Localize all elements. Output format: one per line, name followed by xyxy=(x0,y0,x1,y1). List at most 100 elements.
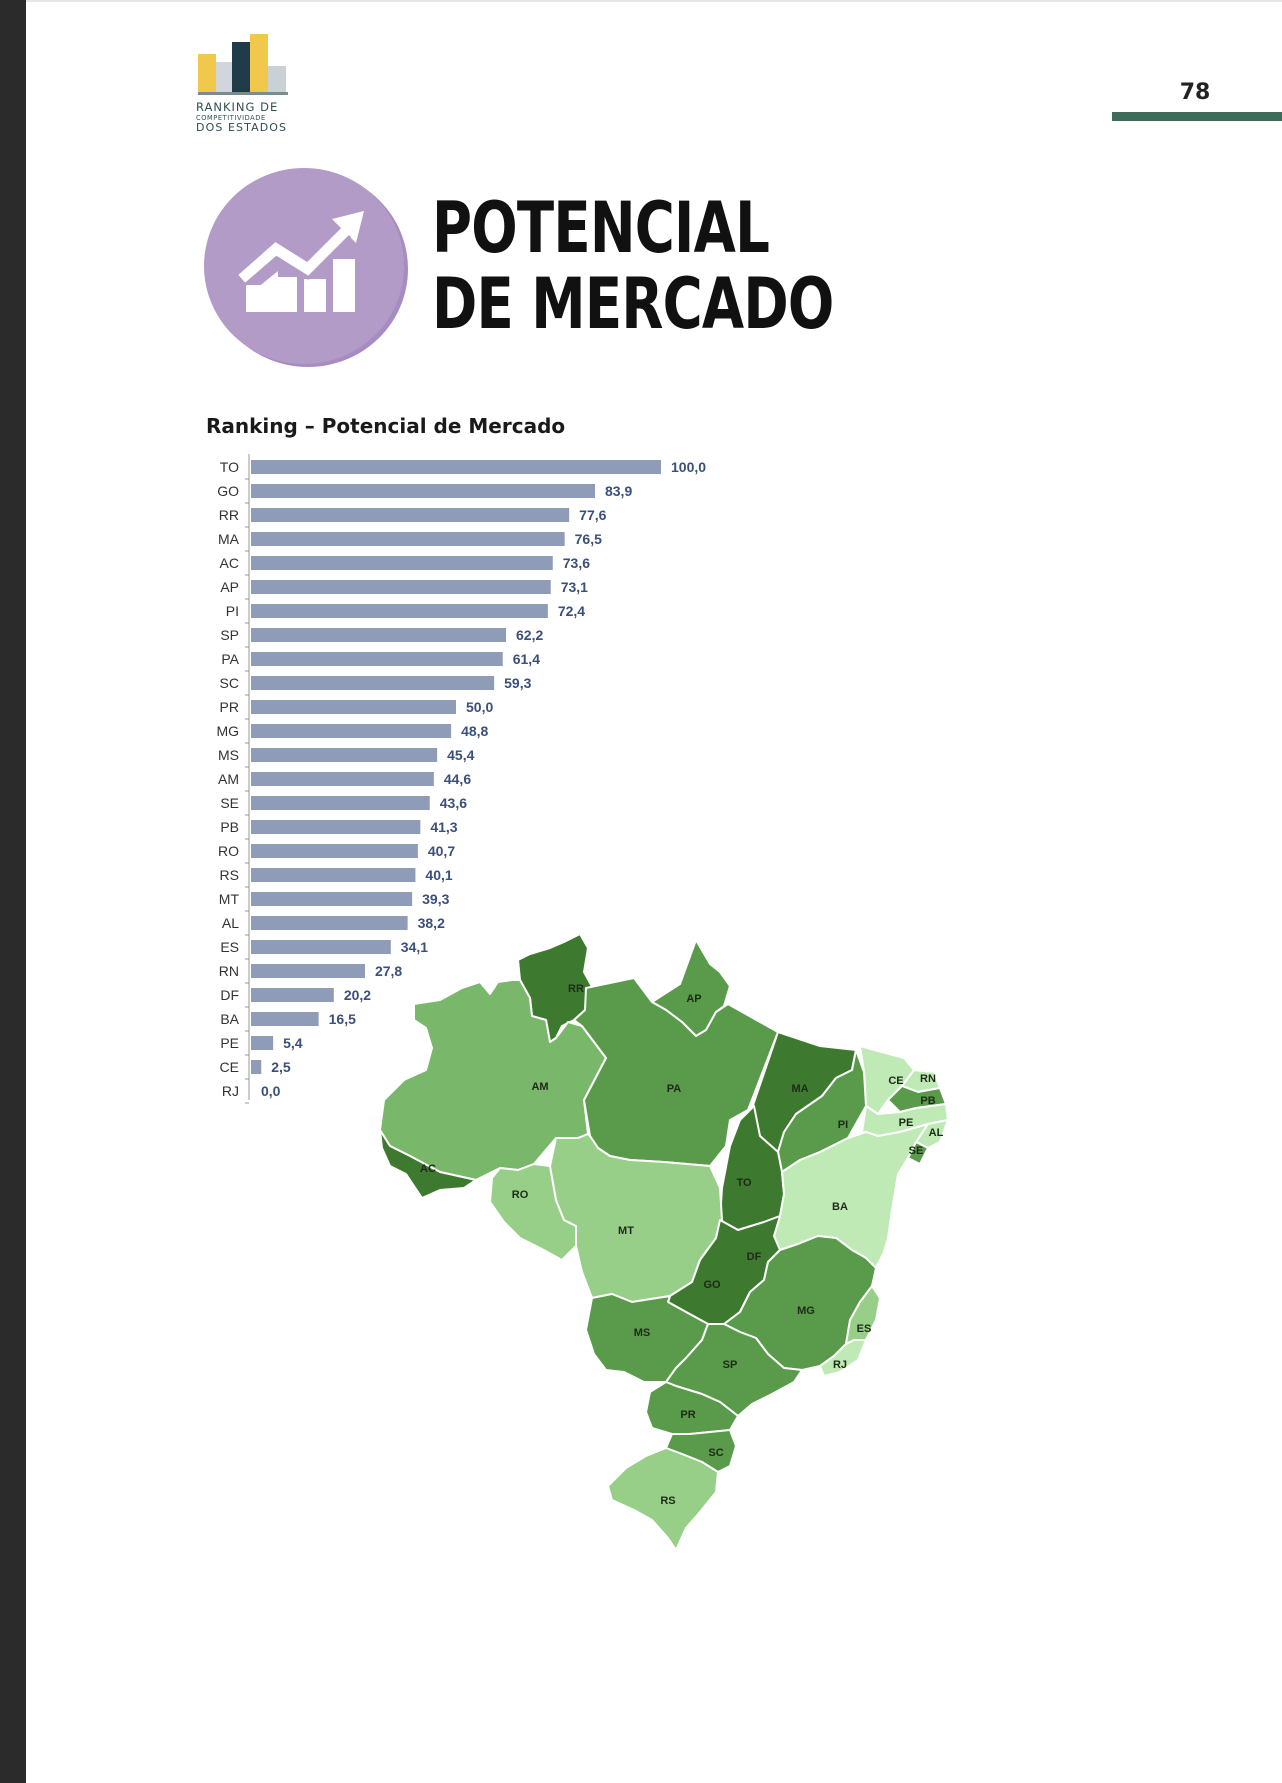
logo-text-line1: RANKING DE xyxy=(196,100,279,114)
data-label-RJ: 0,0 xyxy=(261,1083,281,1099)
bar-AL xyxy=(251,916,408,930)
data-label-DF: 20,2 xyxy=(344,987,371,1003)
map-state-ac xyxy=(380,1129,477,1199)
bar-MT xyxy=(251,892,413,906)
y-tick-label: PE xyxy=(220,1035,239,1051)
data-label-SC: 59,3 xyxy=(504,675,531,691)
data-label-AL: 38,2 xyxy=(418,915,445,931)
map-label-es: ES xyxy=(857,1323,872,1335)
map-state-rj xyxy=(819,1339,867,1377)
bar-CE xyxy=(251,1060,262,1074)
bar-MS xyxy=(251,748,438,762)
y-tick-label: SC xyxy=(220,675,239,691)
map-label-sp: SP xyxy=(723,1359,738,1371)
y-tick-label: MG xyxy=(216,723,239,739)
y-tick-label: PB xyxy=(220,819,239,835)
data-label-ES: 34,1 xyxy=(401,939,428,955)
data-label-MT: 39,3 xyxy=(422,891,449,907)
y-tick-label: RS xyxy=(220,867,239,883)
data-label-MA: 76,5 xyxy=(575,531,602,547)
map-label-am: AM xyxy=(531,1081,548,1093)
y-tick-label: MS xyxy=(218,747,239,763)
ranking-bar-chart: TO 100,0 GO 83,9 RR 77,6 MA 76,5 AC 73,6 AP 73,1 PI 7… xyxy=(216,454,706,1104)
bar-MA xyxy=(251,532,565,546)
trend-chart-icon xyxy=(204,168,408,367)
data-label-PA: 61,4 xyxy=(513,651,540,667)
map-label-to: TO xyxy=(736,1177,752,1189)
y-tick-label: AL xyxy=(222,915,239,931)
y-tick-label: RR xyxy=(219,507,239,523)
map-label-ms: MS xyxy=(634,1327,651,1339)
data-label-RO: 40,7 xyxy=(428,843,455,859)
y-tick-label: DF xyxy=(220,987,239,1003)
brazil-map: RR AP AM PA MA CE RN PB PE AL SE PI AC RO TO BA MT DF GO MG… xyxy=(380,933,949,1551)
logo-text-line3: DOS ESTADOS xyxy=(196,121,288,135)
y-tick-label: RN xyxy=(219,963,239,979)
bar-AC xyxy=(251,556,553,570)
y-tick-label: MA xyxy=(218,531,240,547)
map-label-ba: BA xyxy=(832,1201,848,1213)
map-label-df: DF xyxy=(747,1251,762,1263)
map-label-pa: PA xyxy=(667,1083,682,1095)
map-label-ro: RO xyxy=(512,1189,529,1201)
bar-MG xyxy=(251,724,452,738)
data-label-RS: 40,1 xyxy=(425,867,452,883)
data-label-TO: 100,0 xyxy=(671,459,706,475)
map-label-rs: RS xyxy=(660,1495,675,1507)
map-label-rj: RJ xyxy=(833,1359,847,1371)
map-label-al: AL xyxy=(929,1127,944,1139)
bar-RS xyxy=(251,868,416,882)
y-tick-label: ES xyxy=(220,939,239,955)
y-tick-label: RO xyxy=(218,843,239,859)
map-label-go: GO xyxy=(703,1279,721,1291)
map-label-pi: PI xyxy=(838,1119,848,1131)
bar-DF xyxy=(251,988,334,1002)
top-border xyxy=(26,0,1282,2)
data-label-AP: 73,1 xyxy=(561,579,588,595)
map-label-se: SE xyxy=(909,1145,924,1157)
map-label-ma: MA xyxy=(791,1083,808,1095)
page-number: 78 xyxy=(1179,80,1211,105)
map-label-mg: MG xyxy=(797,1305,815,1317)
bar-RR xyxy=(251,508,570,522)
y-tick-label: AP xyxy=(220,579,239,595)
y-tick-label: BA xyxy=(220,1011,239,1027)
y-tick-label: SP xyxy=(220,627,239,643)
section-title-line1: POTENCIAL xyxy=(432,187,770,269)
bar-PA xyxy=(251,652,503,666)
map-label-ce: CE xyxy=(888,1075,903,1087)
map-label-rr: RR xyxy=(568,983,584,995)
bar-PI xyxy=(251,604,548,618)
data-label-AM: 44,6 xyxy=(444,771,471,787)
data-label-AC: 73,6 xyxy=(563,555,590,571)
y-tick-label: MT xyxy=(219,891,240,907)
map-state-pa xyxy=(573,977,779,1167)
data-label-PE: 5,4 xyxy=(283,1035,303,1051)
bar-RN xyxy=(251,964,365,978)
data-label-PI: 72,4 xyxy=(558,603,585,619)
data-label-SP: 62,2 xyxy=(516,627,543,643)
bar-PR xyxy=(251,700,456,714)
map-label-ac: AC xyxy=(420,1163,436,1175)
y-tick-label: RJ xyxy=(222,1083,239,1099)
window-edge xyxy=(0,0,26,1783)
map-label-pr: PR xyxy=(680,1409,695,1421)
section-title-line2: DE MERCADO xyxy=(432,263,834,345)
data-label-MG: 48,8 xyxy=(461,723,488,739)
bar-SP xyxy=(251,628,507,642)
section-badge xyxy=(204,167,414,367)
y-tick-label: AC xyxy=(220,555,239,571)
y-tick-label: GO xyxy=(217,483,239,499)
data-label-GO: 83,9 xyxy=(605,483,632,499)
y-tick-label: CE xyxy=(220,1059,239,1075)
map-label-pb: PB xyxy=(920,1095,935,1107)
bar-SC xyxy=(251,676,495,690)
y-tick-label: AM xyxy=(218,771,239,787)
map-label-rn: RN xyxy=(920,1073,936,1085)
data-label-MS: 45,4 xyxy=(447,747,474,763)
data-label-CE: 2,5 xyxy=(271,1059,291,1075)
y-tick-label: PA xyxy=(221,651,239,667)
bar-GO xyxy=(251,484,595,498)
bar-SE xyxy=(251,796,430,810)
data-label-PR: 50,0 xyxy=(466,699,493,715)
